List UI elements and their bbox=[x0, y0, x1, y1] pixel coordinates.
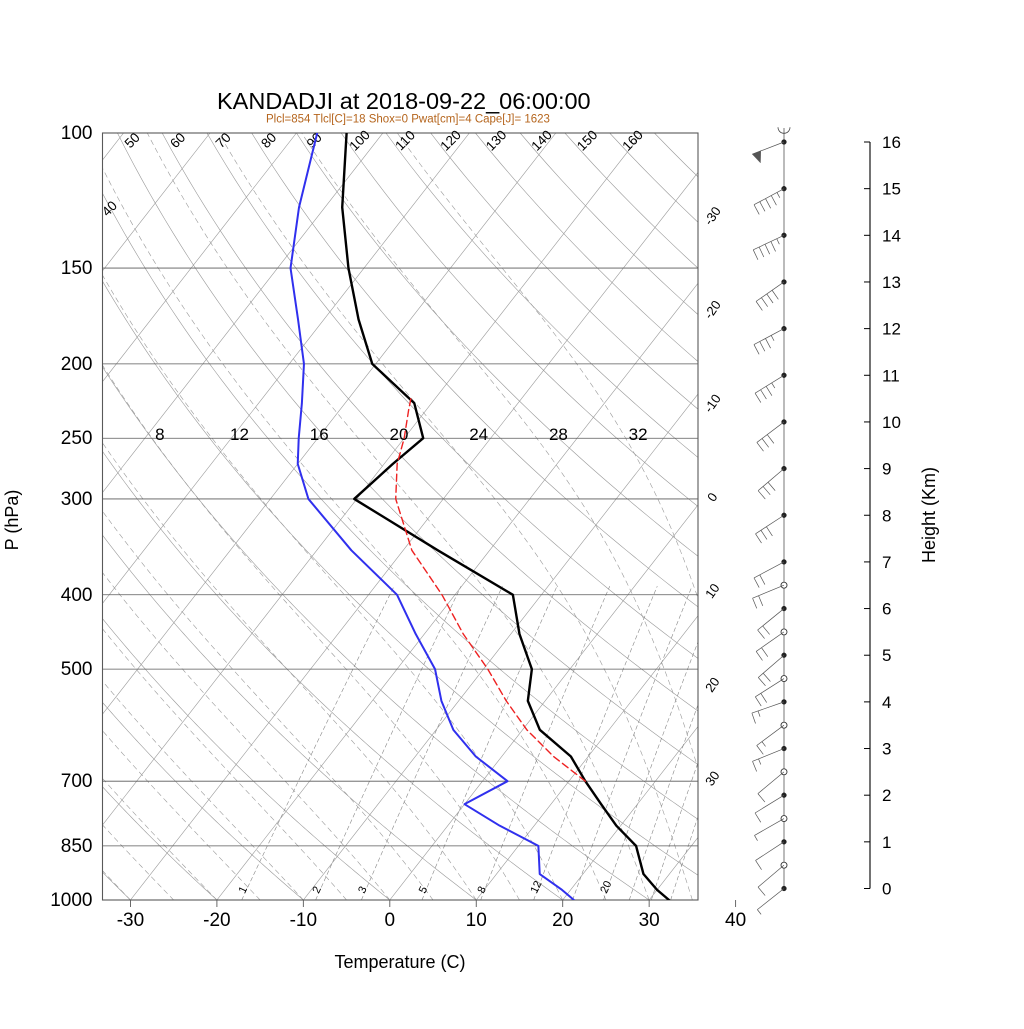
svg-text:-30: -30 bbox=[117, 910, 144, 931]
svg-text:700: 700 bbox=[61, 771, 93, 792]
svg-text:200: 200 bbox=[61, 354, 93, 375]
svg-text:100: 100 bbox=[61, 123, 93, 144]
svg-text:14: 14 bbox=[882, 226, 901, 245]
svg-text:20: 20 bbox=[552, 910, 573, 931]
svg-text:9: 9 bbox=[882, 460, 891, 479]
svg-text:32: 32 bbox=[629, 425, 648, 444]
svg-text:300: 300 bbox=[61, 489, 93, 510]
svg-text:12: 12 bbox=[882, 320, 901, 339]
svg-text:13: 13 bbox=[882, 273, 901, 292]
svg-text:11: 11 bbox=[882, 366, 900, 385]
svg-text:12: 12 bbox=[230, 425, 249, 444]
svg-text:16: 16 bbox=[310, 425, 329, 444]
svg-text:10: 10 bbox=[882, 413, 901, 432]
svg-text:16: 16 bbox=[882, 133, 901, 152]
svg-text:2: 2 bbox=[882, 786, 891, 805]
svg-text:0: 0 bbox=[385, 910, 396, 931]
svg-text:6: 6 bbox=[882, 600, 891, 619]
svg-text:15: 15 bbox=[882, 180, 901, 199]
svg-text:8: 8 bbox=[882, 506, 891, 525]
svg-text:KANDADJI at 2018-09-22_06:00:0: KANDADJI at 2018-09-22_06:00:00 bbox=[217, 88, 591, 114]
svg-text:0: 0 bbox=[882, 880, 891, 899]
svg-text:500: 500 bbox=[61, 659, 93, 680]
svg-text:P (hPa): P (hPa) bbox=[2, 490, 22, 551]
svg-text:4: 4 bbox=[882, 693, 891, 712]
svg-text:Plcl=854 Tlcl[C]=18 Shox=0 Pwa: Plcl=854 Tlcl[C]=18 Shox=0 Pwat[cm]=4 Ca… bbox=[266, 114, 550, 126]
svg-text:3: 3 bbox=[882, 740, 891, 759]
svg-text:250: 250 bbox=[61, 428, 93, 449]
svg-text:400: 400 bbox=[61, 585, 93, 606]
svg-text:30: 30 bbox=[639, 910, 660, 931]
svg-text:8: 8 bbox=[155, 425, 164, 444]
svg-text:7: 7 bbox=[882, 553, 891, 572]
svg-text:1000: 1000 bbox=[50, 890, 92, 911]
svg-text:1: 1 bbox=[882, 833, 891, 852]
svg-text:-10: -10 bbox=[290, 910, 317, 931]
svg-text:Temperature (C): Temperature (C) bbox=[334, 952, 465, 972]
svg-text:150: 150 bbox=[61, 258, 93, 279]
svg-text:850: 850 bbox=[61, 836, 93, 857]
svg-text:Height (Km): Height (Km) bbox=[919, 467, 939, 563]
svg-text:40: 40 bbox=[725, 910, 746, 931]
svg-text:-20: -20 bbox=[203, 910, 230, 931]
svg-text:10: 10 bbox=[466, 910, 487, 931]
svg-text:24: 24 bbox=[469, 425, 488, 444]
svg-text:5: 5 bbox=[882, 646, 891, 665]
svg-text:28: 28 bbox=[549, 425, 568, 444]
